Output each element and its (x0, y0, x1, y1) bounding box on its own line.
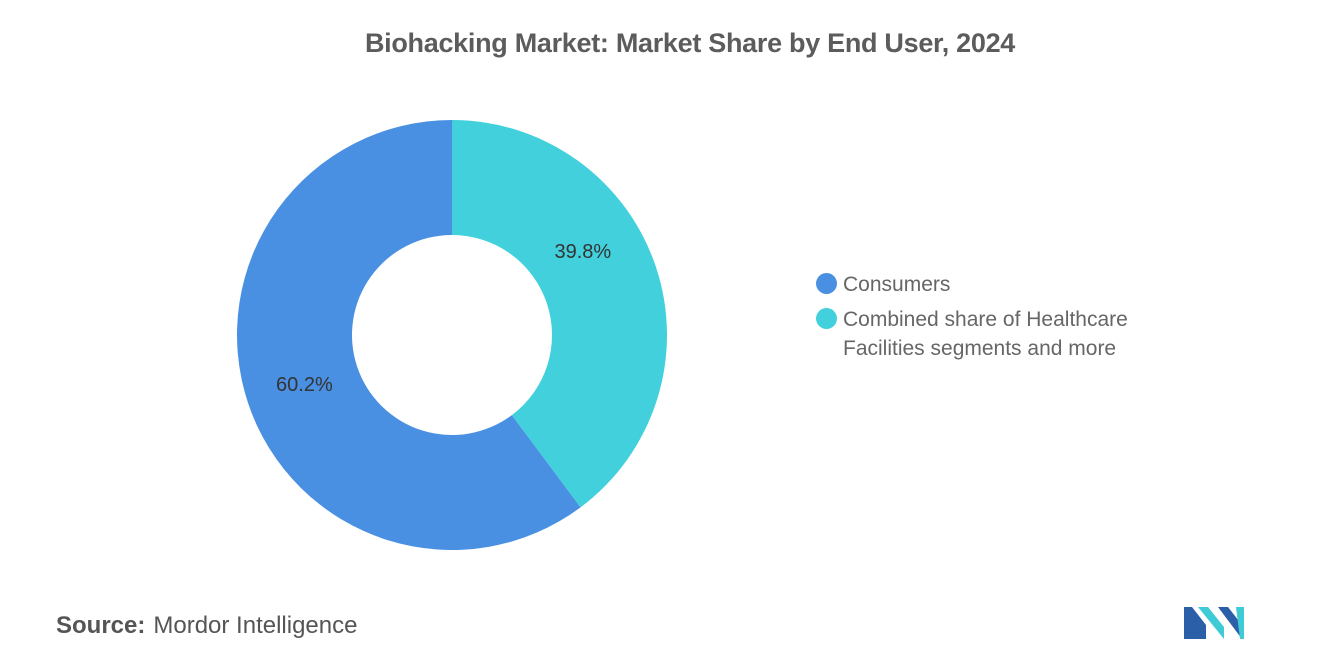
chart-title: Biohacking Market: Market Share by End U… (364, 28, 1016, 58)
legend-item-consumers[interactable]: Consumers (816, 270, 1176, 299)
chart-legend: Consumers Combined share of Healthcare F… (816, 270, 1176, 369)
source-label: Source: (56, 612, 146, 639)
source-value: Mordor Intelligence (153, 612, 358, 639)
legend-label-consumers: Consumers (843, 273, 951, 296)
legend-label-healthcare-facilities: Combined share of Healthcare Facilities … (843, 308, 1128, 360)
data-label-healthcare-facilities: 39.8% (555, 241, 612, 263)
legend-swatch-healthcare-facilities (816, 308, 837, 329)
donut-slice-healthcare-facilities[interactable] (452, 120, 667, 508)
mordor-intelligence-logo-icon (1184, 607, 1244, 639)
legend-item-healthcare-facilities[interactable]: Combined share of Healthcare Facilities … (816, 305, 1176, 363)
data-label-consumers: 60.2% (276, 374, 333, 396)
donut-slice-consumers[interactable] (237, 120, 581, 550)
legend-swatch-consumers (816, 273, 837, 294)
source-note: Source: Mordor Intelligence (56, 612, 357, 640)
